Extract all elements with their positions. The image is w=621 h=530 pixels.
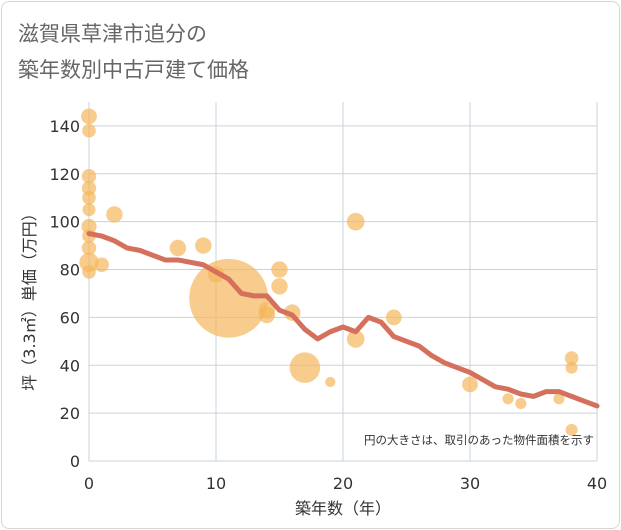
y-tick-label: 0 [70, 452, 80, 471]
title-line-1: 滋賀県草津市追分の [18, 22, 207, 46]
data-bubble [94, 257, 109, 272]
data-bubble [346, 330, 365, 348]
data-bubble [195, 237, 212, 254]
data-bubble [564, 351, 579, 365]
y-tick-label: 60 [60, 308, 80, 327]
title-line-2: 築年数別中古戸建て価格 [18, 58, 249, 82]
trend-line [86, 231, 600, 409]
x-tick-label: 40 [587, 474, 607, 493]
bubble-series [79, 108, 579, 436]
chart-title: 滋賀県草津市追分の 築年数別中古戸建て価格 [18, 16, 249, 88]
y-axis-label: 坪（3.3㎡）単価（万円） [20, 205, 39, 390]
data-bubble [515, 397, 527, 410]
x-tick-label: 0 [84, 474, 94, 493]
y-tick-label: 20 [60, 404, 80, 423]
data-bubble [82, 123, 96, 138]
data-bubble [82, 203, 96, 217]
y-tick-label: 100 [49, 213, 80, 232]
size-legend-note: 円の大きさは、取引のあった物件面積を示す [364, 433, 594, 447]
trend-line-group [86, 231, 600, 409]
data-bubble [325, 376, 336, 388]
data-bubble [271, 261, 288, 278]
y-tick-label: 80 [60, 261, 80, 280]
data-bubble [565, 361, 578, 374]
x-tick-label: 30 [460, 474, 480, 493]
data-bubble [346, 212, 365, 231]
x-axis-label: 築年数（年） [295, 499, 391, 518]
data-bubble [462, 376, 478, 393]
y-tick-label: 120 [49, 165, 80, 184]
grid-lines [88, 102, 598, 462]
y-axis-ticks: 0 20 40 60 80 100 120 140 [49, 117, 80, 471]
data-bubble [81, 180, 97, 196]
data-bubble [81, 108, 97, 125]
x-tick-label: 20 [333, 474, 353, 493]
data-bubble [502, 393, 514, 405]
data-bubble [81, 218, 97, 235]
data-bubble [82, 190, 96, 205]
data-bubble [385, 309, 402, 326]
x-axis-ticks: 0 10 20 30 40 [84, 474, 607, 493]
data-bubble [82, 265, 96, 279]
data-bubble [271, 278, 288, 295]
data-bubble [258, 306, 276, 324]
data-bubble [169, 239, 187, 257]
y-tick-label: 40 [60, 356, 80, 375]
data-bubble [81, 240, 97, 256]
y-tick-label: 140 [49, 117, 80, 136]
data-bubble [565, 423, 578, 436]
data-bubble [81, 168, 97, 184]
data-bubble [553, 393, 565, 405]
data-bubble [106, 206, 123, 223]
data-bubble [289, 352, 321, 383]
data-bubble [189, 258, 269, 338]
x-tick-label: 10 [206, 474, 226, 493]
